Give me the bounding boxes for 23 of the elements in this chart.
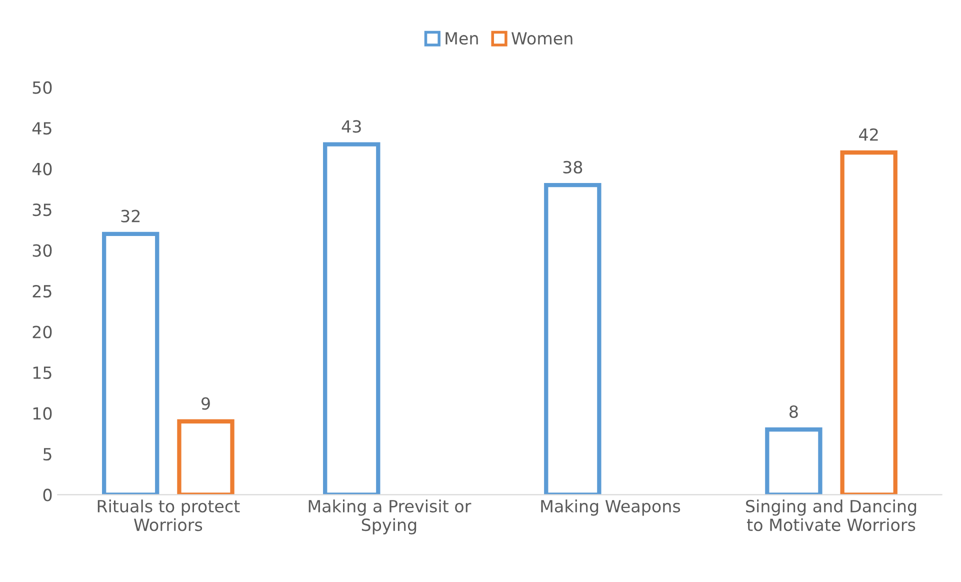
- y-tick-label: 25: [32, 284, 52, 298]
- legend-label: Men: [446, 32, 478, 45]
- x-tick-label: Making a Previsit or Spying: [308, 500, 472, 534]
- y-tick-label: 15: [33, 366, 52, 380]
- y-tick-label: 50: [32, 81, 52, 94]
- y-tick-label: 0: [43, 488, 52, 502]
- y-tick-label: 20: [32, 326, 52, 338]
- x-tick-label: Singing and Dancing to Motivate Worriors: [746, 500, 916, 532]
- y-tick-label: 40: [32, 162, 52, 176]
- x-tick-label: Rituals to protect Worriors: [98, 500, 240, 532]
- data-label: 8: [790, 405, 798, 418]
- y-tick-label: 30: [32, 244, 52, 257]
- data-label: 43: [342, 120, 361, 133]
- data-label: 38: [563, 160, 582, 174]
- data-label: 9: [202, 397, 210, 410]
- y-tick-label: 10: [33, 407, 52, 420]
- y-tick-label: 5: [43, 448, 52, 461]
- y-tick-label: 35: [32, 203, 52, 216]
- y-tick-label: 45: [32, 122, 52, 135]
- data-label: 42: [859, 128, 878, 141]
- x-tick-label: Making Weapons: [541, 500, 680, 516]
- data-label: 32: [121, 210, 140, 222]
- legend-label: Women: [512, 32, 572, 45]
